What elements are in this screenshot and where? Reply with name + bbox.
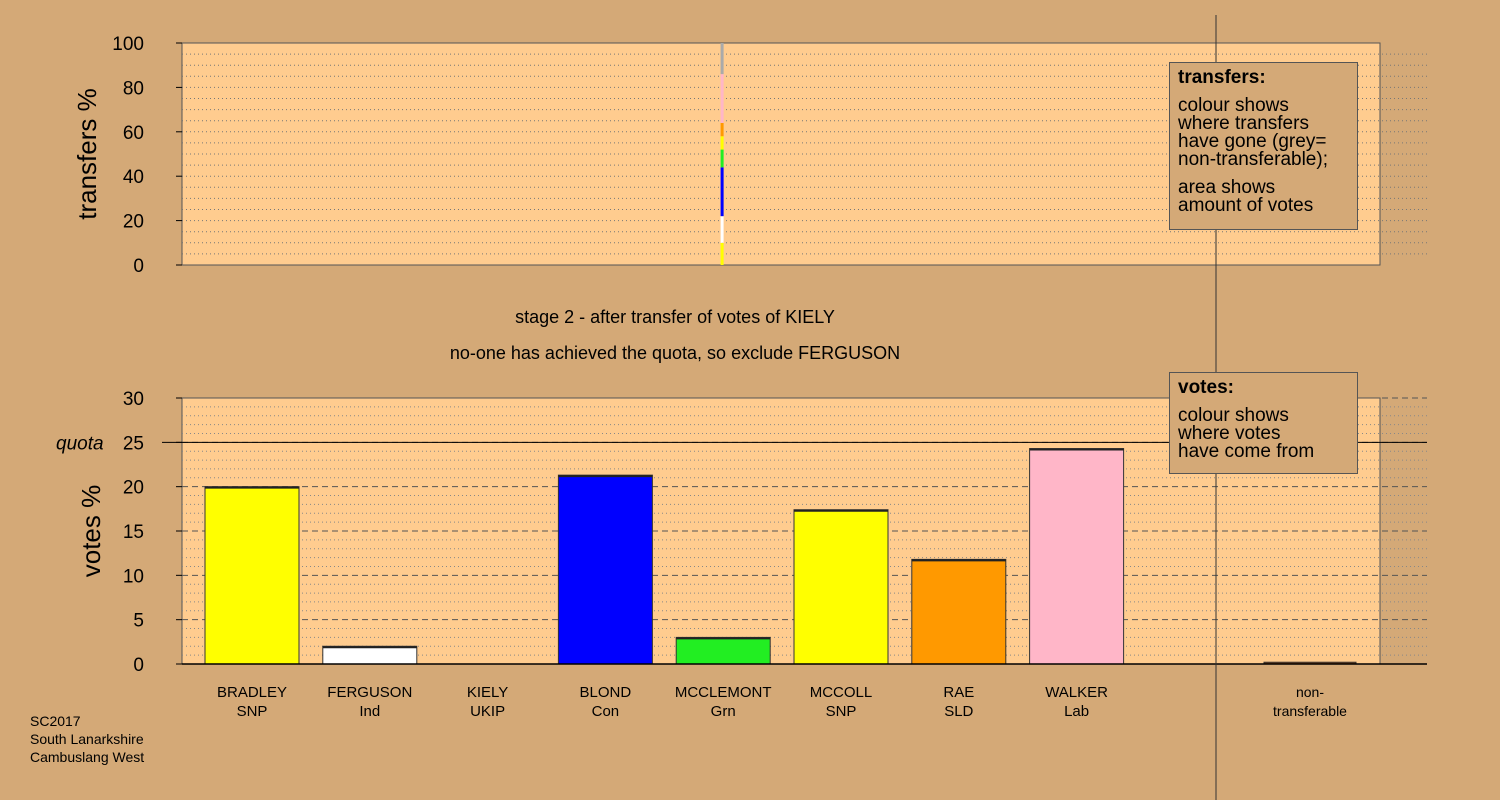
transfers-legend-line: where transfers bbox=[1178, 113, 1309, 134]
candidate-party: SLD bbox=[944, 703, 974, 720]
candidate-label: RAE SLD bbox=[904, 683, 1014, 721]
candidate-party: SNP bbox=[825, 703, 857, 720]
vote-bar bbox=[911, 558, 1007, 665]
votes-y-tick-label: 5 bbox=[133, 611, 144, 632]
candidate-party: UKIP bbox=[470, 703, 506, 720]
candidate-label: BRADLEY SNP bbox=[197, 683, 307, 721]
vote-bar bbox=[1029, 448, 1125, 665]
candidate-name: MCCLEMONT bbox=[674, 684, 772, 701]
transfers-legend-line: have gone (grey= bbox=[1178, 131, 1327, 152]
transfers-y-tick-label: 60 bbox=[123, 123, 144, 144]
vote-bar bbox=[675, 636, 771, 665]
candidate-name: BLOND bbox=[579, 684, 632, 701]
candidate-label: KIELY UKIP bbox=[433, 683, 543, 721]
votes-legend-title: votes: bbox=[1178, 377, 1234, 398]
votes-y-axis-label: votes % bbox=[76, 485, 106, 578]
candidate-party: Lab bbox=[1064, 703, 1090, 720]
non-transferable-label: non-transferable bbox=[1255, 683, 1365, 721]
votes-legend-line: colour shows bbox=[1178, 405, 1289, 426]
votes-legend: votes: colour shows where votes have com… bbox=[1169, 372, 1358, 474]
candidate-party: Grn bbox=[710, 703, 736, 720]
vote-bar bbox=[793, 509, 889, 665]
stage-title: stage 2 - after transfer of votes of KIE… bbox=[515, 307, 835, 327]
candidate-name: KIELY bbox=[466, 684, 509, 701]
transfers-legend: transfers: colour shows where transfers … bbox=[1169, 62, 1358, 230]
candidate-party: Ind bbox=[359, 703, 381, 720]
transfers-y-tick-label: 80 bbox=[123, 78, 144, 99]
candidate-label: FERGUSON Ind bbox=[315, 683, 425, 721]
transfers-y-tick-label: 40 bbox=[123, 167, 144, 188]
candidate-name: RAE bbox=[943, 684, 975, 701]
votes-y-tick-label: 25 bbox=[123, 433, 144, 454]
candidate-name: BRADLEY bbox=[216, 684, 288, 701]
vote-bar bbox=[204, 486, 300, 665]
non-transferable-label-line: transferable bbox=[1273, 703, 1347, 719]
votes-legend-line: where votes bbox=[1178, 423, 1281, 444]
votes-y-tick-label: 10 bbox=[123, 566, 144, 587]
votes-y-tick-label: 0 bbox=[133, 655, 144, 676]
transfers-legend-line: amount of votes bbox=[1178, 195, 1314, 216]
transfer-segment bbox=[720, 74, 724, 123]
transfer-segment bbox=[720, 149, 724, 168]
footer: SC2017 South Lanarkshire Cambuslang West bbox=[30, 712, 144, 766]
transfer-segment bbox=[720, 136, 724, 150]
transfer-segment bbox=[720, 43, 724, 75]
transfers-y-tick-label: 0 bbox=[133, 256, 144, 277]
candidate-name: WALKER bbox=[1045, 684, 1108, 701]
transfers-y-tick-label: 100 bbox=[112, 34, 144, 55]
transfers-legend-line: non-transferable); bbox=[1178, 149, 1328, 170]
votes-y-tick-label: 20 bbox=[123, 478, 144, 499]
votes-y-tick-label: 15 bbox=[123, 522, 144, 543]
transfers-legend-title: transfers: bbox=[1178, 67, 1266, 88]
candidate-name: FERGUSON bbox=[327, 684, 413, 701]
transfer-segment bbox=[720, 242, 724, 265]
vote-bar bbox=[322, 645, 418, 665]
candidate-label: MCCOLL SNP bbox=[786, 683, 896, 721]
vote-bar bbox=[557, 474, 653, 665]
non-transferable-label-line: non- bbox=[1295, 684, 1325, 700]
candidate-name: MCCOLL bbox=[809, 684, 873, 701]
quota-label: quota bbox=[56, 433, 104, 454]
candidate-label: MCCLEMONT Grn bbox=[668, 683, 778, 721]
candidate-label: WALKER Lab bbox=[1022, 683, 1132, 721]
candidate-label: BLOND Con bbox=[550, 683, 660, 721]
transfers-legend-line: colour shows bbox=[1178, 95, 1289, 116]
transfer-segment bbox=[720, 216, 724, 243]
transfer-segment bbox=[720, 167, 724, 217]
votes-legend-line: have come from bbox=[1178, 441, 1315, 462]
transfers-y-tick-label: 20 bbox=[123, 212, 144, 233]
footer-line: Cambuslang West bbox=[30, 749, 145, 765]
transfer-segment bbox=[720, 122, 724, 137]
candidate-party: Con bbox=[591, 703, 620, 720]
candidate-party: SNP bbox=[236, 703, 268, 720]
footer-line: South Lanarkshire bbox=[30, 731, 144, 747]
votes-y-tick-label: 30 bbox=[123, 389, 144, 410]
transfers-y-axis-label: transfers % bbox=[72, 88, 102, 220]
footer-line: SC2017 bbox=[30, 713, 81, 729]
transfers-legend-line: area shows bbox=[1178, 177, 1276, 198]
stage-note: no-one has achieved the quota, so exclud… bbox=[449, 343, 901, 363]
